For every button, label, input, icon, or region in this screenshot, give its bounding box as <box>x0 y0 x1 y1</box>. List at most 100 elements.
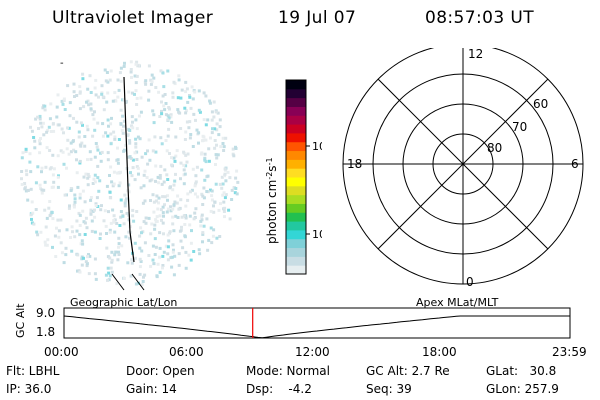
uv-pixel <box>188 120 192 124</box>
uv-pixel <box>173 200 177 204</box>
uv-pixel <box>102 219 106 223</box>
uv-pixel <box>177 207 181 211</box>
uv-pixel <box>145 176 149 179</box>
uv-pixel <box>49 102 53 106</box>
uv-pixel <box>138 246 142 250</box>
uv-pixel <box>186 152 190 156</box>
uv-pixel <box>189 190 192 194</box>
uv-pixel <box>105 71 109 74</box>
uv-pixel <box>197 248 201 252</box>
uv-pixel <box>188 136 192 140</box>
uv-pixel <box>52 167 56 171</box>
uv-pixel <box>113 253 117 257</box>
uv-pixel <box>179 127 183 130</box>
uv-pixel <box>116 161 120 165</box>
uv-pixel <box>162 104 166 108</box>
uv-pixel <box>82 256 85 260</box>
uv-pixel <box>114 250 118 254</box>
date-label: 19 Jul 07 <box>278 8 357 28</box>
uv-pixel <box>29 213 33 217</box>
uv-pixel <box>93 110 96 114</box>
uv-pixel <box>133 151 137 155</box>
uv-pixel <box>127 183 131 187</box>
uv-pixel <box>48 117 52 121</box>
uv-pixel <box>161 254 165 258</box>
uv-pixel <box>203 156 207 160</box>
uv-pixel <box>106 80 110 84</box>
uv-pixel <box>194 118 197 122</box>
polar-diagonal-2 <box>377 78 549 250</box>
uv-pixel <box>130 261 134 265</box>
uv-pixel <box>40 191 44 195</box>
uv-pixel <box>185 160 189 164</box>
uv-pixel <box>216 111 220 115</box>
uv-pixel <box>65 166 68 170</box>
uv-pixel <box>90 229 94 233</box>
uv-pixel <box>94 142 98 145</box>
uv-pixel <box>103 68 107 72</box>
uv-pixel <box>29 187 33 191</box>
uv-pixel <box>179 239 183 243</box>
uv-pixel <box>167 239 171 243</box>
uv-pixel <box>144 216 148 220</box>
uv-pixel <box>96 148 100 152</box>
timeline-xtick-0000: 00:00 <box>44 345 79 359</box>
uv-pixel <box>169 256 173 260</box>
uv-pixel <box>166 233 170 237</box>
uv-pixel <box>105 246 109 250</box>
uv-pixel <box>45 146 49 150</box>
uv-pixel <box>108 274 112 278</box>
uv-pixel <box>83 200 87 204</box>
uv-pixel <box>34 117 38 121</box>
uv-pixel <box>133 74 137 78</box>
uv-pixel <box>51 122 55 126</box>
uv-pixel <box>222 191 226 195</box>
uv-pixel <box>130 76 133 79</box>
status-glat: GLat: 30.8 <box>486 364 557 378</box>
track-line-2 <box>131 273 145 291</box>
uv-pixel <box>75 171 79 175</box>
uv-pixel <box>158 115 162 118</box>
uv-pixel <box>109 69 113 73</box>
uv-pixel <box>85 226 89 230</box>
color-bar-segment <box>286 115 306 125</box>
uv-pixel <box>108 228 112 232</box>
timeline-ytick-high: 9.0 <box>36 306 56 320</box>
uv-pixel <box>182 163 186 167</box>
uv-pixel <box>40 170 43 174</box>
uv-pixel <box>169 209 173 213</box>
uv-pixel <box>52 129 56 133</box>
uv-pixel <box>201 232 205 236</box>
timeline-plot <box>63 307 571 339</box>
uv-pixel <box>147 138 151 142</box>
uv-pixel <box>28 160 32 164</box>
uv-pixel <box>218 125 222 129</box>
uv-pixel <box>123 201 127 205</box>
uv-pixel <box>130 258 134 262</box>
timeline-frame <box>63 307 571 339</box>
uv-pixel <box>104 273 108 277</box>
uv-pixel <box>69 187 73 190</box>
uv-pixel <box>149 199 152 202</box>
uv-pixel <box>201 194 205 198</box>
uv-pixel <box>127 230 131 234</box>
uv-pixel <box>31 211 35 215</box>
uv-pixel <box>200 168 204 172</box>
uv-pixel <box>119 210 123 213</box>
uv-pixel <box>45 243 49 247</box>
uv-pixel <box>224 136 228 140</box>
uv-pixel <box>86 176 90 180</box>
uv-pixel <box>111 184 115 188</box>
uv-pixel <box>101 122 105 126</box>
uv-pixel <box>147 89 151 93</box>
uv-pixel <box>131 214 135 218</box>
mlt-label-6: 6 <box>571 157 579 171</box>
uv-pixel <box>133 241 137 245</box>
uv-pixel <box>222 200 226 204</box>
uv-pixel <box>232 154 236 158</box>
uv-pixel <box>118 224 122 227</box>
uv-pixel <box>57 123 61 127</box>
uv-pixel <box>78 90 82 94</box>
uv-pixel <box>190 188 194 192</box>
uv-pixel <box>184 250 188 254</box>
